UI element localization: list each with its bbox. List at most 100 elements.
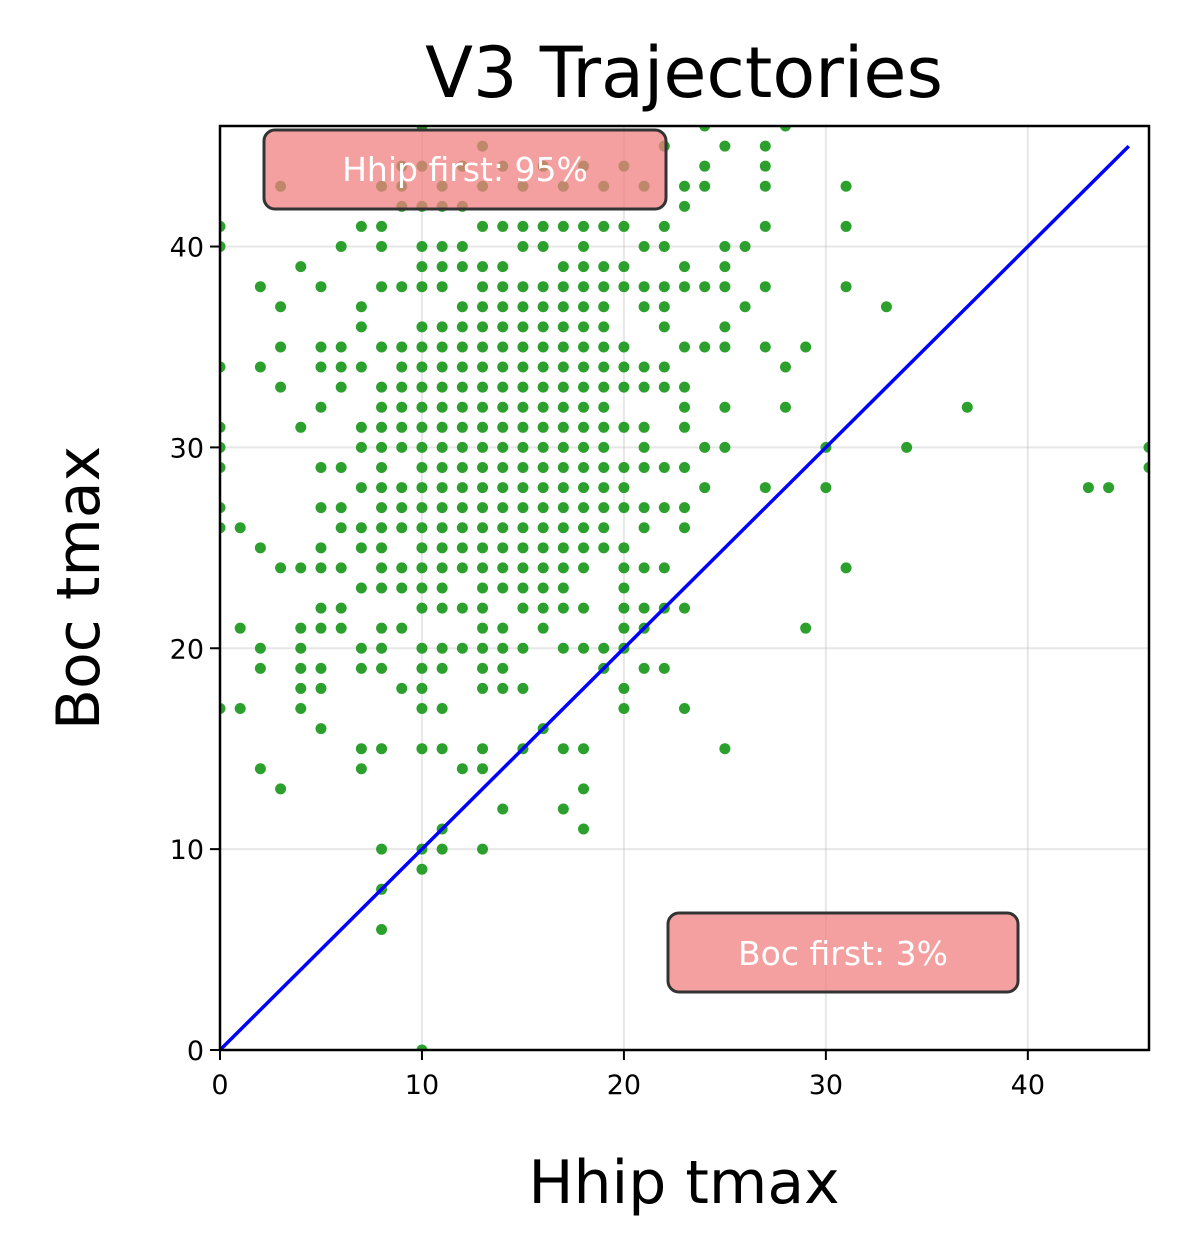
- data-point: [376, 923, 388, 935]
- data-point: [557, 421, 569, 433]
- data-point: [658, 562, 670, 574]
- data-point: [376, 562, 388, 574]
- data-point: [220, 220, 226, 232]
- data-point: [456, 482, 468, 494]
- data-point: [456, 341, 468, 353]
- data-point: [517, 682, 529, 694]
- data-point: [578, 743, 590, 755]
- data-point: [497, 502, 509, 514]
- data-point: [557, 502, 569, 514]
- data-point: [658, 241, 670, 253]
- data-point: [335, 241, 347, 253]
- data-point: [376, 220, 388, 232]
- data-point: [497, 482, 509, 494]
- data-point: [517, 602, 529, 614]
- data-point: [477, 381, 489, 393]
- data-point: [618, 542, 630, 554]
- x-tick-label: 0: [211, 1070, 228, 1101]
- annotation-hhip-first-box: [262, 128, 668, 211]
- y-tick-label: 0: [187, 1036, 204, 1067]
- data-point: [618, 682, 630, 694]
- data-point: [275, 562, 287, 574]
- data-point: [335, 602, 347, 614]
- data-point: [537, 301, 549, 313]
- data-point: [295, 682, 307, 694]
- data-point: [719, 743, 731, 755]
- data-point: [1082, 482, 1094, 494]
- annotation-boc-first-box: [666, 911, 1020, 994]
- data-point: [557, 522, 569, 534]
- data-point: [517, 642, 529, 654]
- data-point: [376, 582, 388, 594]
- data-point: [537, 542, 549, 554]
- data-point: [840, 220, 852, 232]
- data-point: [355, 582, 367, 594]
- data-point: [901, 441, 913, 453]
- data-point: [578, 341, 590, 353]
- data-point: [477, 602, 489, 614]
- data-point: [295, 662, 307, 674]
- data-point: [598, 461, 610, 473]
- data-point: [355, 482, 367, 494]
- data-point: [557, 803, 569, 815]
- data-point: [618, 502, 630, 514]
- data-point: [719, 241, 731, 253]
- data-point: [537, 361, 549, 373]
- data-point: [315, 361, 327, 373]
- data-point: [477, 582, 489, 594]
- data-point: [517, 441, 529, 453]
- data-point: [517, 461, 529, 473]
- data-point: [578, 461, 590, 473]
- data-point: [477, 341, 489, 353]
- data-point: [759, 220, 771, 232]
- data-point: [396, 381, 408, 393]
- data-point: [456, 361, 468, 373]
- data-point: [578, 220, 590, 232]
- data-point: [220, 461, 226, 473]
- y-tick-label: 30: [170, 433, 204, 464]
- data-point: [598, 361, 610, 373]
- data-point: [537, 341, 549, 353]
- data-point: [396, 482, 408, 494]
- data-point: [557, 562, 569, 574]
- data-point: [840, 562, 852, 574]
- data-point: [275, 301, 287, 313]
- data-point: [598, 482, 610, 494]
- data-point: [456, 301, 468, 313]
- data-point: [416, 662, 428, 674]
- data-point: [557, 220, 569, 232]
- data-point: [477, 301, 489, 313]
- data-point: [638, 662, 650, 674]
- data-point: [557, 441, 569, 453]
- data-point: [679, 502, 690, 514]
- data-point: [254, 281, 266, 293]
- data-point: [497, 622, 509, 634]
- data-point: [618, 482, 630, 494]
- data-point: [416, 682, 428, 694]
- data-point: [477, 220, 489, 232]
- data-point: [436, 341, 448, 353]
- data-point: [335, 562, 347, 574]
- data-point: [961, 401, 973, 413]
- data-point: [578, 261, 590, 273]
- data-point: [436, 361, 448, 373]
- data-point: [355, 441, 367, 453]
- data-point: [477, 482, 489, 494]
- data-point: [1103, 482, 1115, 494]
- data-point: [456, 381, 468, 393]
- data-point: [578, 401, 590, 413]
- data-point: [598, 220, 610, 232]
- data-point: [477, 642, 489, 654]
- data-point: [477, 361, 489, 373]
- data-point: [517, 341, 529, 353]
- data-point: [497, 582, 509, 594]
- data-point: [456, 441, 468, 453]
- data-point: [638, 441, 650, 453]
- data-point: [456, 261, 468, 273]
- data-point: [436, 281, 448, 293]
- data-point: [719, 140, 731, 152]
- data-point: [679, 200, 690, 212]
- data-point: [295, 642, 307, 654]
- data-point: [638, 562, 650, 574]
- data-point: [396, 361, 408, 373]
